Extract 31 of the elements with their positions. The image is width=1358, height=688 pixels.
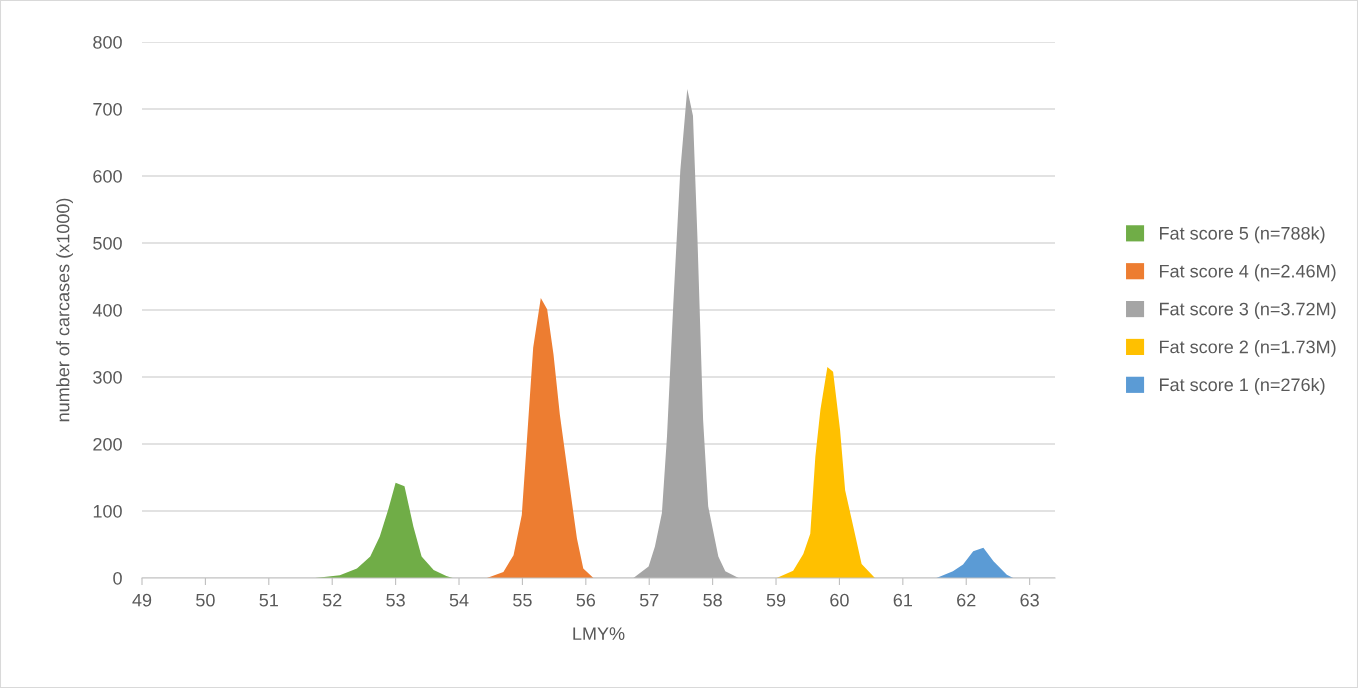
x-tick-label: 53 [386,593,405,607]
x-tick-label: 52 [322,593,342,607]
x-tick-label: 56 [576,593,596,607]
y-tick-label: 500 [93,236,122,250]
y-tick-label: 700 [93,102,122,116]
y-axis-title: number of carcases (x1000) [56,198,73,422]
y-tick-label: 800 [93,35,122,49]
legend-label: Fat score 5 (n=788k) [1160,226,1325,244]
x-tick-label: 55 [513,593,532,607]
y-tick-label: 200 [93,437,122,451]
x-tick-label: 58 [703,593,722,607]
x-tick-label: 49 [132,593,152,607]
legend-label: Fat score 3 (n=3.72M) [1160,302,1336,319]
x-tick-label: 57 [639,593,659,607]
x-tick-label: 60 [830,593,849,607]
legend-label: Fat score 2 (n=1.73M) [1160,340,1336,357]
x-tick-label: 50 [196,593,215,607]
x-tick-label: 61 [893,593,912,607]
legend-label: Fat score 4 (n=2.46M) [1160,264,1336,282]
y-tick-label: 300 [93,370,122,384]
x-tick-label: 54 [449,593,469,607]
legend-label: Fat score 1 (n=276k) [1160,377,1325,395]
y-tick-label: 600 [93,169,122,183]
x-tick-label: 59 [766,593,786,607]
x-tick-label: 62 [957,593,976,607]
y-tick-label: 400 [92,303,122,317]
x-axis-title: LMY% [573,627,625,640]
y-tick-label: 100 [93,504,122,518]
x-tick-label: 63 [1020,593,1039,607]
x-tick-label: 51 [259,593,278,607]
y-tick-label: 0 [113,571,122,585]
